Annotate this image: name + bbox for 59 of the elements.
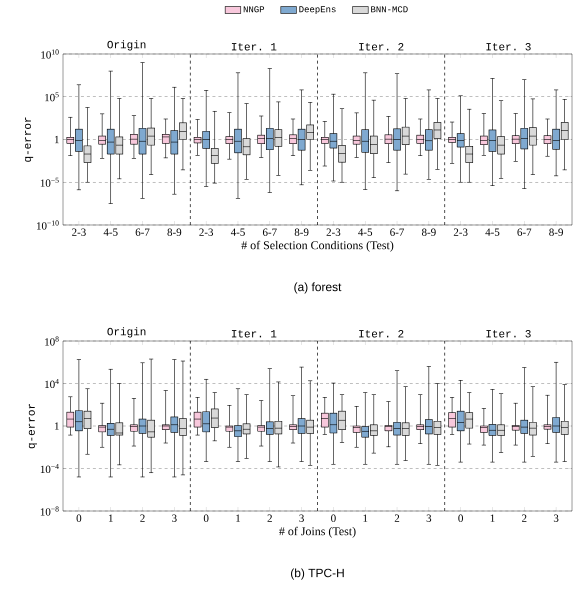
x-tick-label: 2-3	[454, 228, 468, 236]
x-tick-label: 8-9	[167, 228, 182, 236]
x-tick-label: 2	[140, 514, 145, 522]
text: Iter. 1	[232, 330, 276, 338]
y-tick-label: 1	[54, 422, 59, 430]
y-tick-label: 1	[54, 136, 59, 144]
x-tick-label: 3	[554, 514, 558, 522]
y-tick-label: 10$^{5}$	[45, 92, 59, 102]
x-tick-label: 4-5	[358, 228, 372, 236]
text: (b) TPC-H	[291, 568, 344, 580]
y-axis-title: q-error	[25, 117, 34, 162]
x-tick-label: 0	[204, 514, 208, 522]
x-tick-label: 2-3	[326, 228, 340, 236]
x-tick-label: 1	[363, 514, 368, 522]
x-axis-title: # of Selection Conditions (Test)	[241, 240, 394, 252]
x-tick-label: 6-7	[517, 228, 532, 236]
text: Iter. 2	[359, 330, 404, 338]
y-axis-title: q-error	[28, 404, 37, 448]
x-tick-label: 4-5	[104, 228, 118, 236]
x-tick-label: 4-5	[485, 228, 500, 236]
x-tick-label: 8-9	[549, 228, 563, 236]
text: (a) forest	[294, 282, 342, 294]
x-tick-label: 2-3	[199, 228, 214, 236]
text: Origin	[107, 40, 146, 50]
x-tick-label: 0	[458, 514, 463, 522]
x-tick-label: 8-9	[422, 228, 436, 236]
x-tick-label: 1	[108, 514, 113, 522]
x-tick-label: 0	[331, 514, 336, 522]
text: Iter. 1	[232, 43, 276, 50]
text: Iter. 3	[486, 43, 531, 50]
y-tick-label: 10$^{−4}$	[40, 464, 59, 474]
x-tick-label: 3	[172, 514, 177, 522]
x-tick-label: 4-5	[230, 228, 245, 236]
text: Origin	[107, 327, 146, 338]
x-tick-label: 6-7	[262, 228, 277, 236]
legend-label: NNGP	[244, 6, 264, 12]
y-tick-label: 10$^{−10}$	[36, 220, 59, 230]
x-axis-title: # of Joins (Test)	[279, 526, 356, 538]
y-tick-label: 10$^{−5}$	[40, 178, 59, 187]
x-tick-label: 6-7	[390, 228, 404, 236]
x-tick-label: 2	[522, 514, 526, 522]
legend-label: BNN-MCD	[371, 6, 408, 12]
y-tick-label: 10$^{−8}$	[40, 506, 59, 516]
legend-label: DeepEns	[299, 6, 336, 14]
x-tick-label: 3	[426, 514, 432, 522]
x-tick-label: 1	[490, 514, 495, 522]
x-tick-label: 6-7	[136, 228, 150, 236]
x-tick-label: 2	[268, 514, 272, 522]
y-tick-label: 10$^{10}$	[41, 49, 59, 59]
text: Iter. 2	[359, 43, 404, 50]
x-tick-label: 8-9	[294, 228, 308, 236]
x-tick-label: 3	[299, 514, 304, 522]
x-tick-label: 2-3	[72, 228, 86, 236]
text: Iter. 3	[486, 330, 531, 338]
x-tick-label: 2	[394, 514, 400, 522]
x-tick-label: 0	[76, 514, 82, 522]
x-tick-label: 1	[236, 514, 240, 522]
y-tick-label: 10$^{4}$	[45, 378, 59, 388]
y-tick-label: 10$^{8}$	[45, 336, 59, 346]
